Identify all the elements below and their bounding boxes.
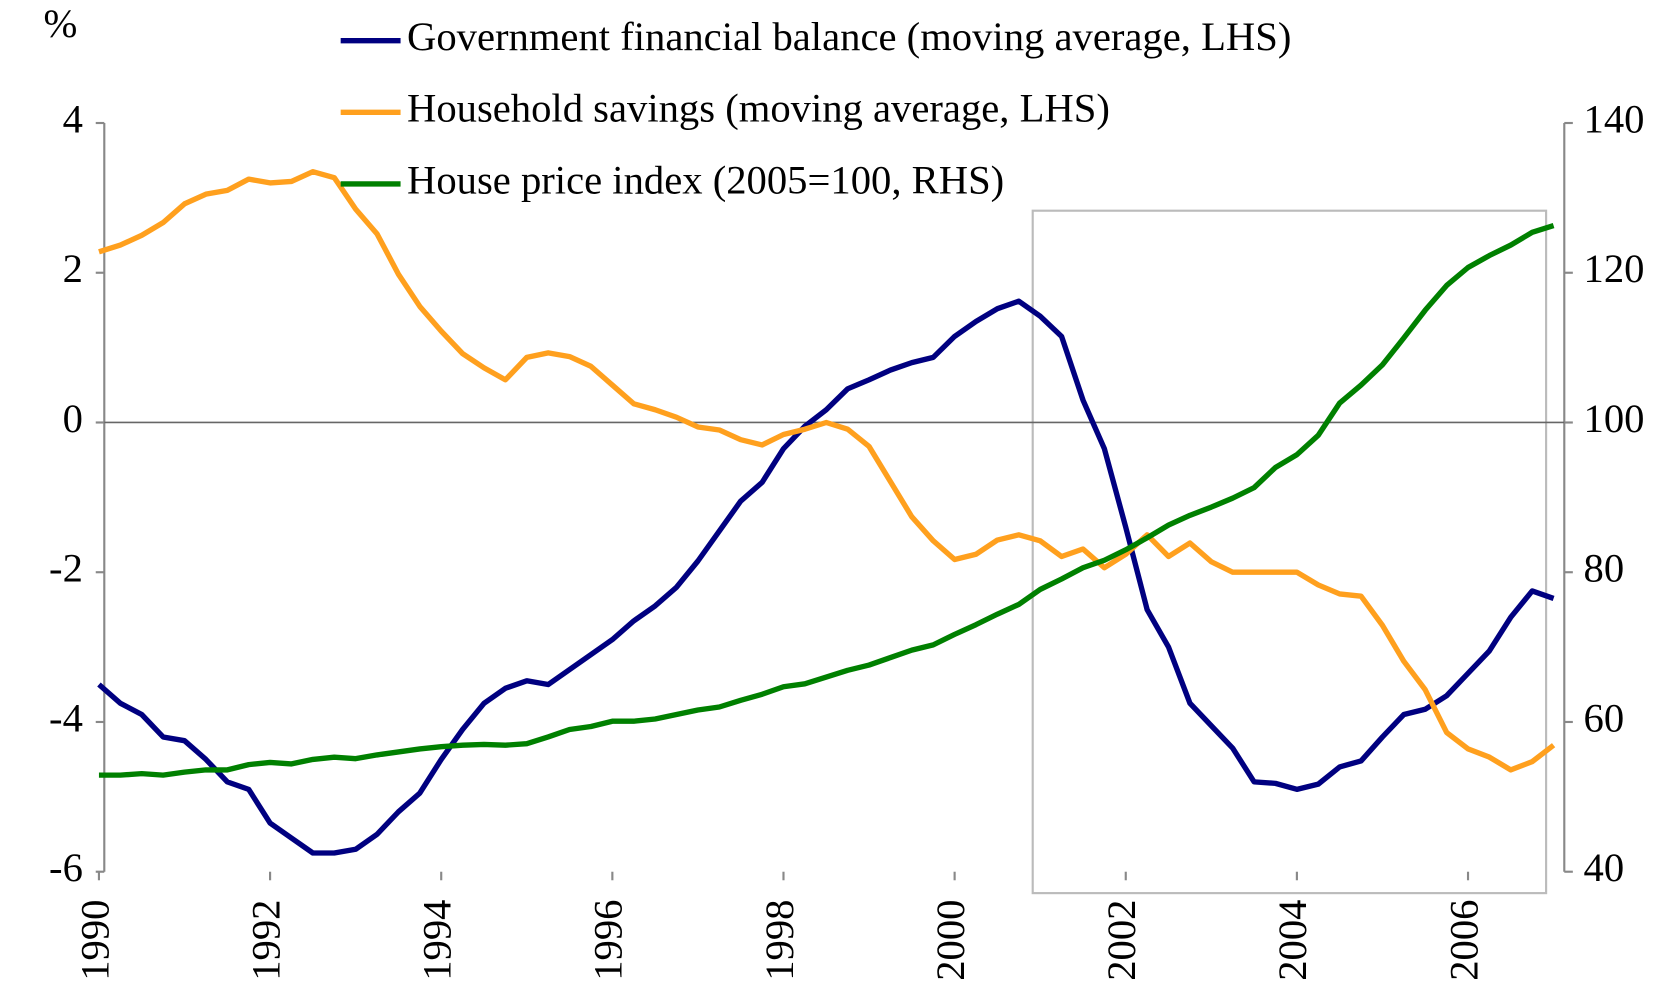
y-tick-label: 2 xyxy=(63,246,83,291)
x-tick-label: 2000 xyxy=(928,900,973,981)
legend-label: Government financial balance (moving ave… xyxy=(407,14,1291,59)
y2-tick-label: 80 xyxy=(1584,546,1625,591)
y2-tick-label: 100 xyxy=(1584,396,1645,441)
x-tick-label: 1994 xyxy=(415,900,460,981)
y-axis-unit: % xyxy=(44,1,78,46)
y2-tick-label: 60 xyxy=(1584,695,1625,740)
x-tick-label: 1990 xyxy=(72,900,117,981)
x-tick-label: 1996 xyxy=(586,900,631,981)
x-tick-label: 2006 xyxy=(1441,900,1486,981)
y-tick-label: -6 xyxy=(49,845,83,890)
series-line xyxy=(98,168,1556,773)
y-tick-label: -2 xyxy=(49,546,83,591)
y2-tick-label: 140 xyxy=(1584,96,1645,141)
y2-tick-label: 40 xyxy=(1584,845,1625,890)
series-line xyxy=(98,223,1555,778)
x-tick-label: 1998 xyxy=(757,900,802,981)
y2-tick-label: 120 xyxy=(1584,246,1645,291)
series-line xyxy=(97,298,1555,856)
y-tick-label: 4 xyxy=(63,96,83,141)
x-tick-label: 2004 xyxy=(1270,900,1315,981)
y-tick-label: 0 xyxy=(63,396,83,441)
x-tick-label: 1992 xyxy=(243,900,288,981)
legend-label: House price index (2005=100, RHS) xyxy=(407,157,1004,202)
x-tick-label: 2002 xyxy=(1099,900,1144,981)
highlight-box xyxy=(1031,209,1548,895)
y-tick-label: -4 xyxy=(49,695,83,740)
legend-label: Household savings (moving average, LHS) xyxy=(407,86,1110,131)
